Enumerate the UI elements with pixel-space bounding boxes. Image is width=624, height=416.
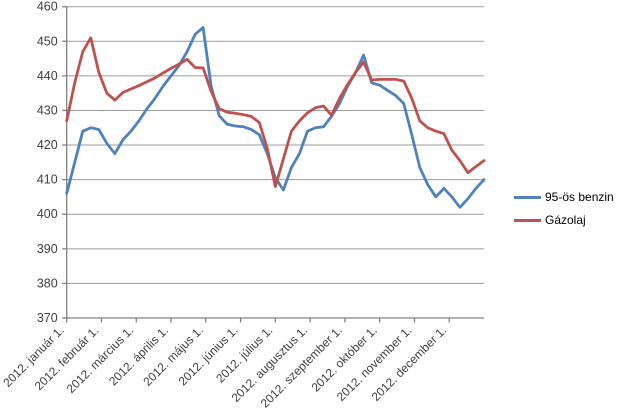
- y-tick-label-400: 400: [37, 207, 58, 221]
- benzin-line-swatch: [514, 196, 541, 199]
- y-tick-label-420: 420: [37, 138, 58, 152]
- y-tick-label-450: 450: [37, 34, 58, 48]
- y-tick-label-460: 460: [37, 0, 58, 14]
- y-tick-label-440: 440: [37, 69, 58, 83]
- benzin-legend-label: 95-ös benzin: [545, 190, 614, 204]
- y-tick-label-390: 390: [37, 242, 58, 256]
- gazolaj-line-swatch: [514, 219, 541, 222]
- series-line-1: [65, 36, 486, 188]
- gridlines: [66, 6, 484, 319]
- series-line-0: [65, 26, 486, 209]
- gazolaj-legend-label: Gázolaj: [545, 213, 586, 227]
- chart-legend: 95-ös benzin Gázolaj: [514, 190, 614, 236]
- y-tick-label-410: 410: [37, 173, 58, 187]
- legend-item-gazolaj: Gázolaj: [514, 213, 614, 228]
- y-tick-label-370: 370: [37, 311, 58, 325]
- x-tick-label-0: 2012. január 1.: [0, 323, 67, 390]
- y-tick-label-430: 430: [37, 103, 58, 117]
- y-tick-label-380: 380: [37, 276, 58, 290]
- legend-item-benzin: 95-ös benzin: [514, 190, 614, 205]
